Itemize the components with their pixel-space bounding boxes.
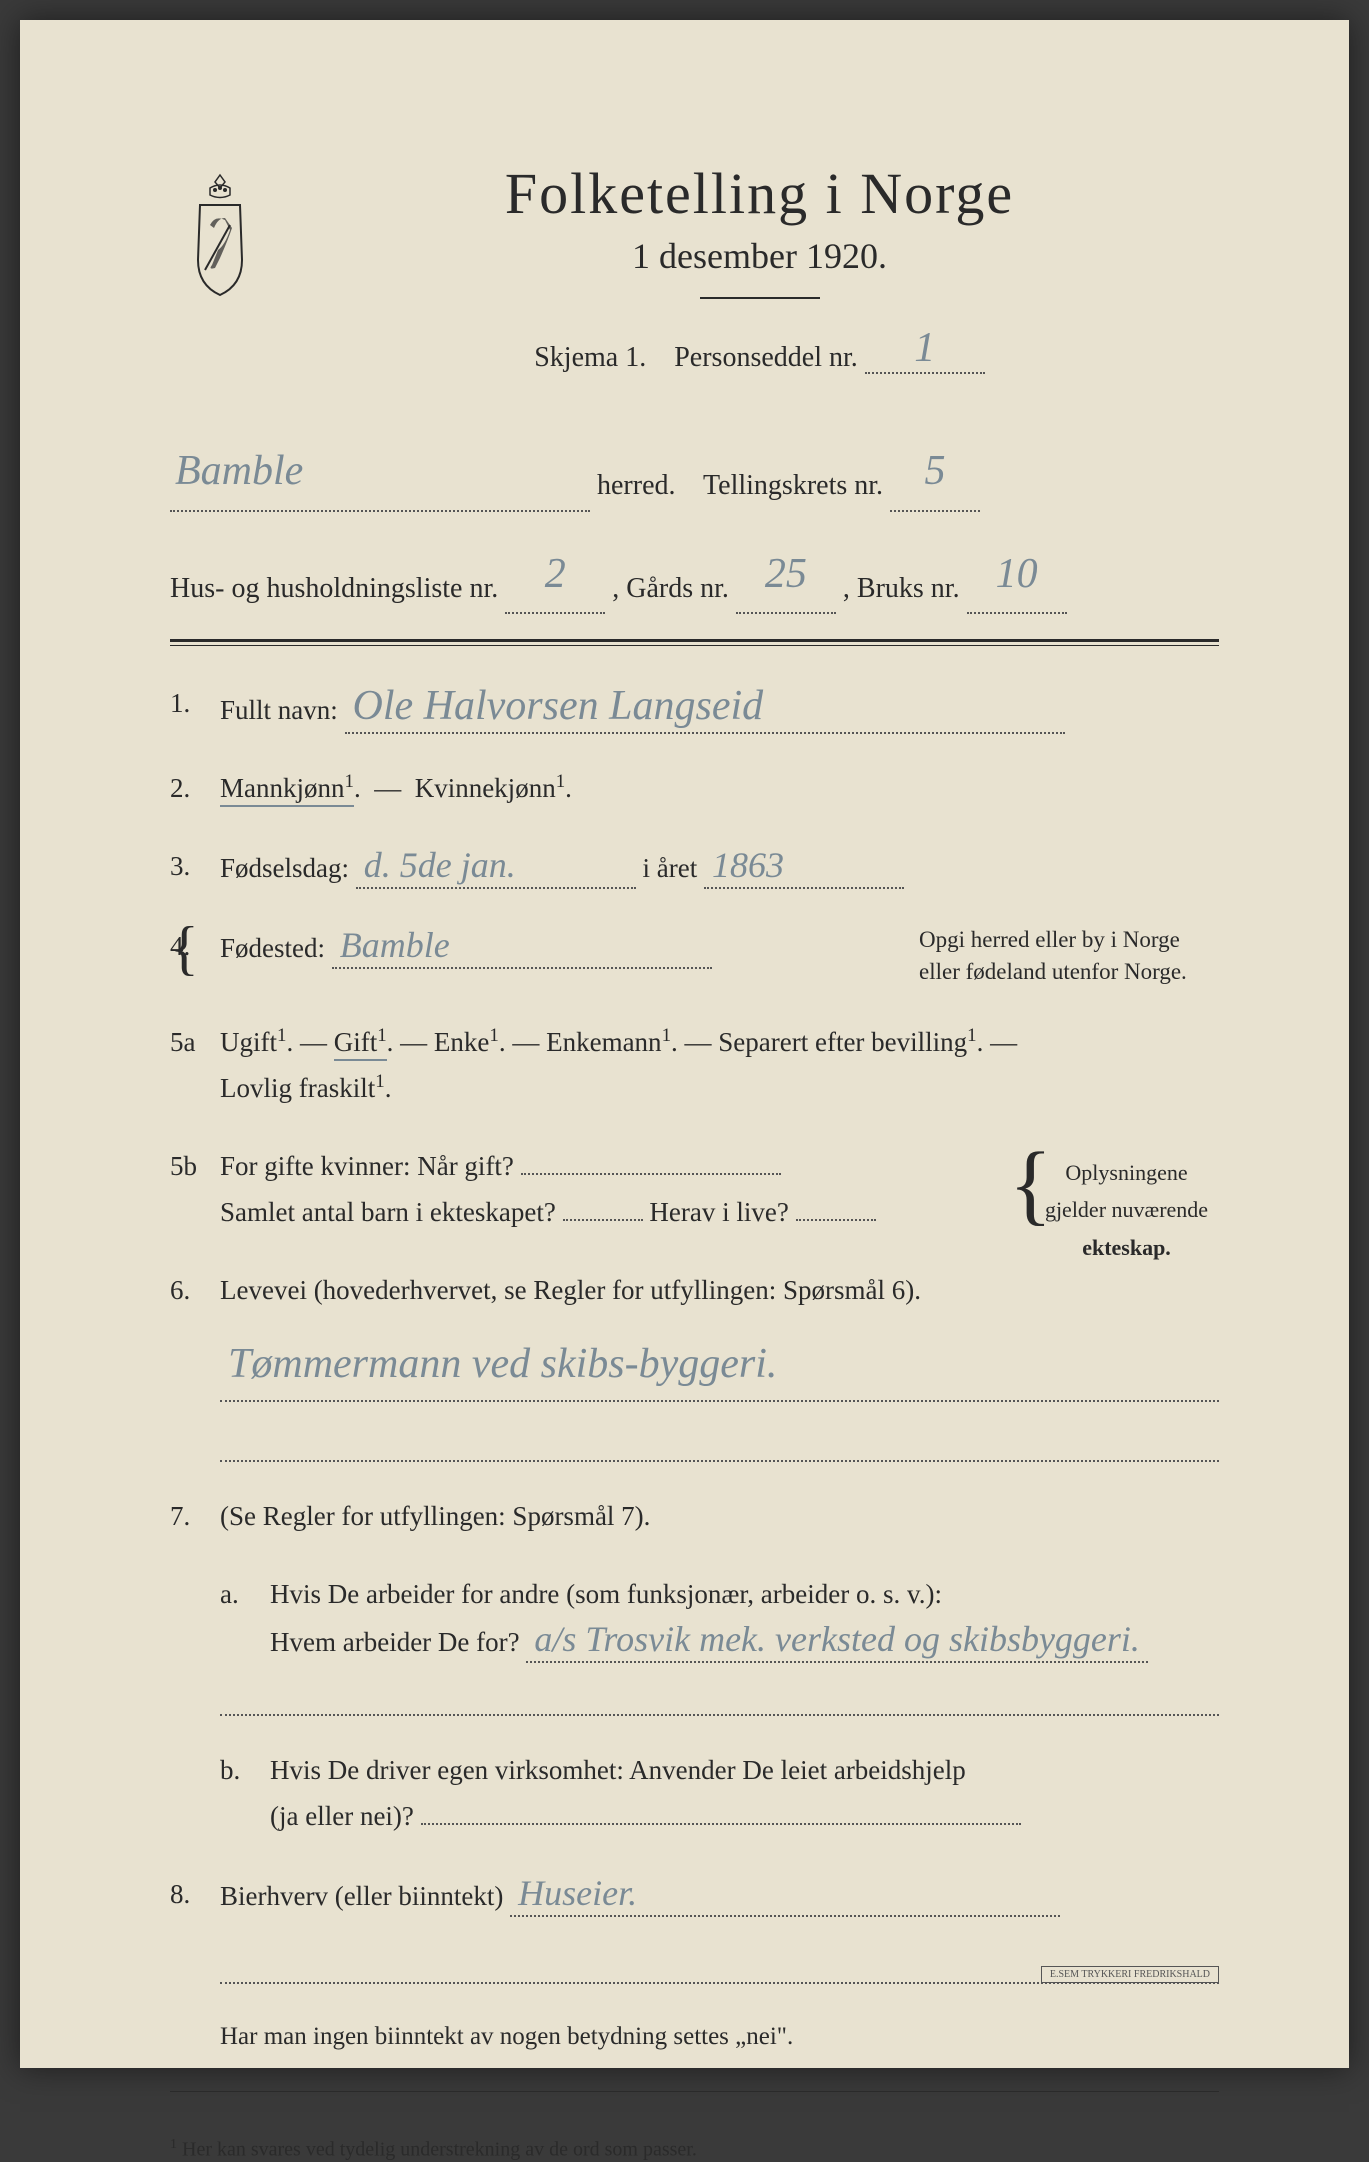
bruks-field: 10 bbox=[967, 537, 1067, 615]
herred-label: herred. bbox=[597, 470, 676, 501]
title-divider bbox=[700, 297, 820, 299]
main-title: Folketelling i Norge bbox=[300, 160, 1219, 227]
q7b-letter: b. bbox=[220, 1748, 240, 1794]
form-header: Skjema 1. Personseddel nr. 1 bbox=[300, 324, 1219, 374]
footer-note: Har man ingen biinntekt av nogen betydni… bbox=[170, 2016, 1219, 2059]
q5b-num: 5b bbox=[170, 1144, 197, 1190]
q7a-letter: a. bbox=[220, 1572, 239, 1618]
question-5b: 5b For gifte kvinner: Når gift? { Oplysn… bbox=[170, 1144, 1219, 1236]
question-6: 6. Levevei (hovederhvervet, se Regler fo… bbox=[170, 1268, 1219, 1462]
gards-label: , Gårds nr. bbox=[612, 573, 729, 604]
q4-label: Fødested: bbox=[220, 933, 325, 963]
q4-field: Bamble bbox=[332, 924, 712, 969]
q7b-field bbox=[421, 1823, 1021, 1825]
q8-field: Huseier. bbox=[510, 1872, 1060, 1917]
main-separator bbox=[170, 639, 1219, 646]
q5a-separert: Separert efter bevilling1 bbox=[718, 1027, 976, 1057]
q6-label: Levevei (hovederhvervet, se Regler for u… bbox=[220, 1275, 921, 1305]
question-3: 3. Fødselsdag: d. 5de jan. i året 1863 bbox=[170, 844, 1219, 892]
q5a-fraskilt: Lovlig fraskilt1 bbox=[220, 1073, 385, 1103]
husliste-field: 2 bbox=[505, 537, 605, 615]
document-header: Folketelling i Norge 1 desember 1920. Sk… bbox=[170, 160, 1219, 404]
brace-icon: { bbox=[1009, 1149, 1052, 1221]
q7-label: (Se Regler for utfyllingen: Spørsmål 7). bbox=[220, 1501, 650, 1531]
q5a-gift: Gift1 bbox=[334, 1027, 387, 1061]
q7b-line2: (ja eller nei)? bbox=[270, 1801, 414, 1831]
q7a-line2: Hvem arbeider De for? bbox=[270, 1627, 520, 1657]
tellingskrets-field: 5 bbox=[890, 434, 980, 512]
q7a-field: a/s Trosvik mek. verksted og skibsbygger… bbox=[526, 1618, 1148, 1663]
q5b-line2b: Herav i live? bbox=[649, 1197, 788, 1227]
skjema-label: Skjema 1. bbox=[534, 342, 646, 373]
q5b-line1: For gifte kvinner: Når gift? bbox=[220, 1151, 514, 1181]
q5a-enkemann: Enkemann1 bbox=[546, 1027, 671, 1057]
q5b-gift-field bbox=[521, 1173, 781, 1175]
personseddel-label: Personseddel nr. bbox=[674, 342, 858, 373]
q1-label: Fullt navn: bbox=[220, 695, 338, 725]
coat-of-arms-icon bbox=[170, 170, 270, 300]
q3-year-label: i året bbox=[643, 853, 698, 883]
q2-mann: Mannkjønn1 bbox=[220, 773, 354, 807]
norway-coat-of-arms bbox=[170, 170, 270, 300]
q5a-enke: Enke1 bbox=[434, 1027, 499, 1057]
question-2: 2. Mannkjønn1. — Kvinnekjønn1. bbox=[170, 766, 1219, 812]
q7a-field-2 bbox=[220, 1676, 1219, 1716]
subtitle: 1 desember 1920. bbox=[300, 235, 1219, 277]
question-5a: 5a Ugift1. — Gift1. — Enke1. — Enkemann1… bbox=[170, 1020, 1219, 1112]
gards-field: 25 bbox=[736, 537, 836, 615]
brace-icon: { bbox=[170, 924, 199, 972]
q8-label: Bierhverv (eller biinntekt) bbox=[220, 1881, 503, 1911]
q7a-line1: Hvis De arbeider for andre (som funksjon… bbox=[270, 1579, 942, 1609]
bruks-label: , Bruks nr. bbox=[843, 573, 960, 604]
tellingskrets-label: Tellingskrets nr. bbox=[703, 470, 883, 501]
census-form-document: Folketelling i Norge 1 desember 1920. Sk… bbox=[20, 20, 1349, 2068]
q8-num: 8. bbox=[170, 1872, 190, 1918]
title-block: Folketelling i Norge 1 desember 1920. Sk… bbox=[300, 160, 1219, 404]
q3-label: Fødselsdag: bbox=[220, 853, 349, 883]
q3-day-field: d. 5de jan. bbox=[356, 844, 636, 889]
q5b-live-field bbox=[796, 1219, 876, 1221]
herred-field: Bamble bbox=[170, 434, 590, 512]
q5a-num: 5a bbox=[170, 1020, 195, 1066]
q3-num: 3. bbox=[170, 844, 190, 890]
question-7a: a. Hvis De arbeider for andre (som funks… bbox=[170, 1572, 1219, 1716]
q7-num: 7. bbox=[170, 1494, 190, 1540]
q5b-barn-field bbox=[563, 1219, 643, 1221]
q5b-line2a: Samlet antal barn i ekteskapet? bbox=[220, 1197, 556, 1227]
q6-field-1: Tømmermann ved skibs-byggeri. bbox=[220, 1329, 1219, 1402]
question-4: 4. Fødested: Bamble { Opgi herred eller … bbox=[170, 924, 1219, 988]
herred-row: Bamble herred. Tellingskrets nr. 5 bbox=[170, 434, 1219, 512]
question-7b: b. Hvis De driver egen virksomhet: Anven… bbox=[170, 1748, 1219, 1840]
q1-field: Ole Halvorsen Langseid bbox=[345, 681, 1065, 733]
q5b-note: { Oplysningene gjelder nuværende ekteska… bbox=[1009, 1154, 1219, 1266]
q2-kvinne: Kvinnekjønn1 bbox=[415, 773, 565, 803]
footnote: 1 Her kan svares ved tydelig understrekn… bbox=[170, 2122, 1219, 2162]
q3-year-field: 1863 bbox=[704, 844, 904, 889]
q2-num: 2. bbox=[170, 766, 190, 812]
q5a-ugift: Ugift1 bbox=[220, 1027, 286, 1057]
question-1: 1. Fullt navn: Ole Halvorsen Langseid bbox=[170, 681, 1219, 734]
q1-num: 1. bbox=[170, 681, 190, 727]
q6-num: 6. bbox=[170, 1268, 190, 1314]
footnote-separator bbox=[170, 2091, 1219, 2092]
q4-note: { Opgi herred eller by i Norge eller fød… bbox=[899, 924, 1219, 988]
husliste-label: Hus- og husholdningsliste nr. bbox=[170, 573, 498, 604]
printer-mark: E.SEM TRYKKERI FREDRIKSHALD bbox=[1041, 1966, 1219, 1983]
question-7: 7. (Se Regler for utfyllingen: Spørsmål … bbox=[170, 1494, 1219, 1540]
personseddel-value: 1 bbox=[865, 324, 985, 374]
q7b-line1: Hvis De driver egen virksomhet: Anvender… bbox=[270, 1755, 966, 1785]
q6-field-2 bbox=[220, 1422, 1219, 1462]
household-row: Hus- og husholdningsliste nr. 2 , Gårds … bbox=[170, 537, 1219, 615]
